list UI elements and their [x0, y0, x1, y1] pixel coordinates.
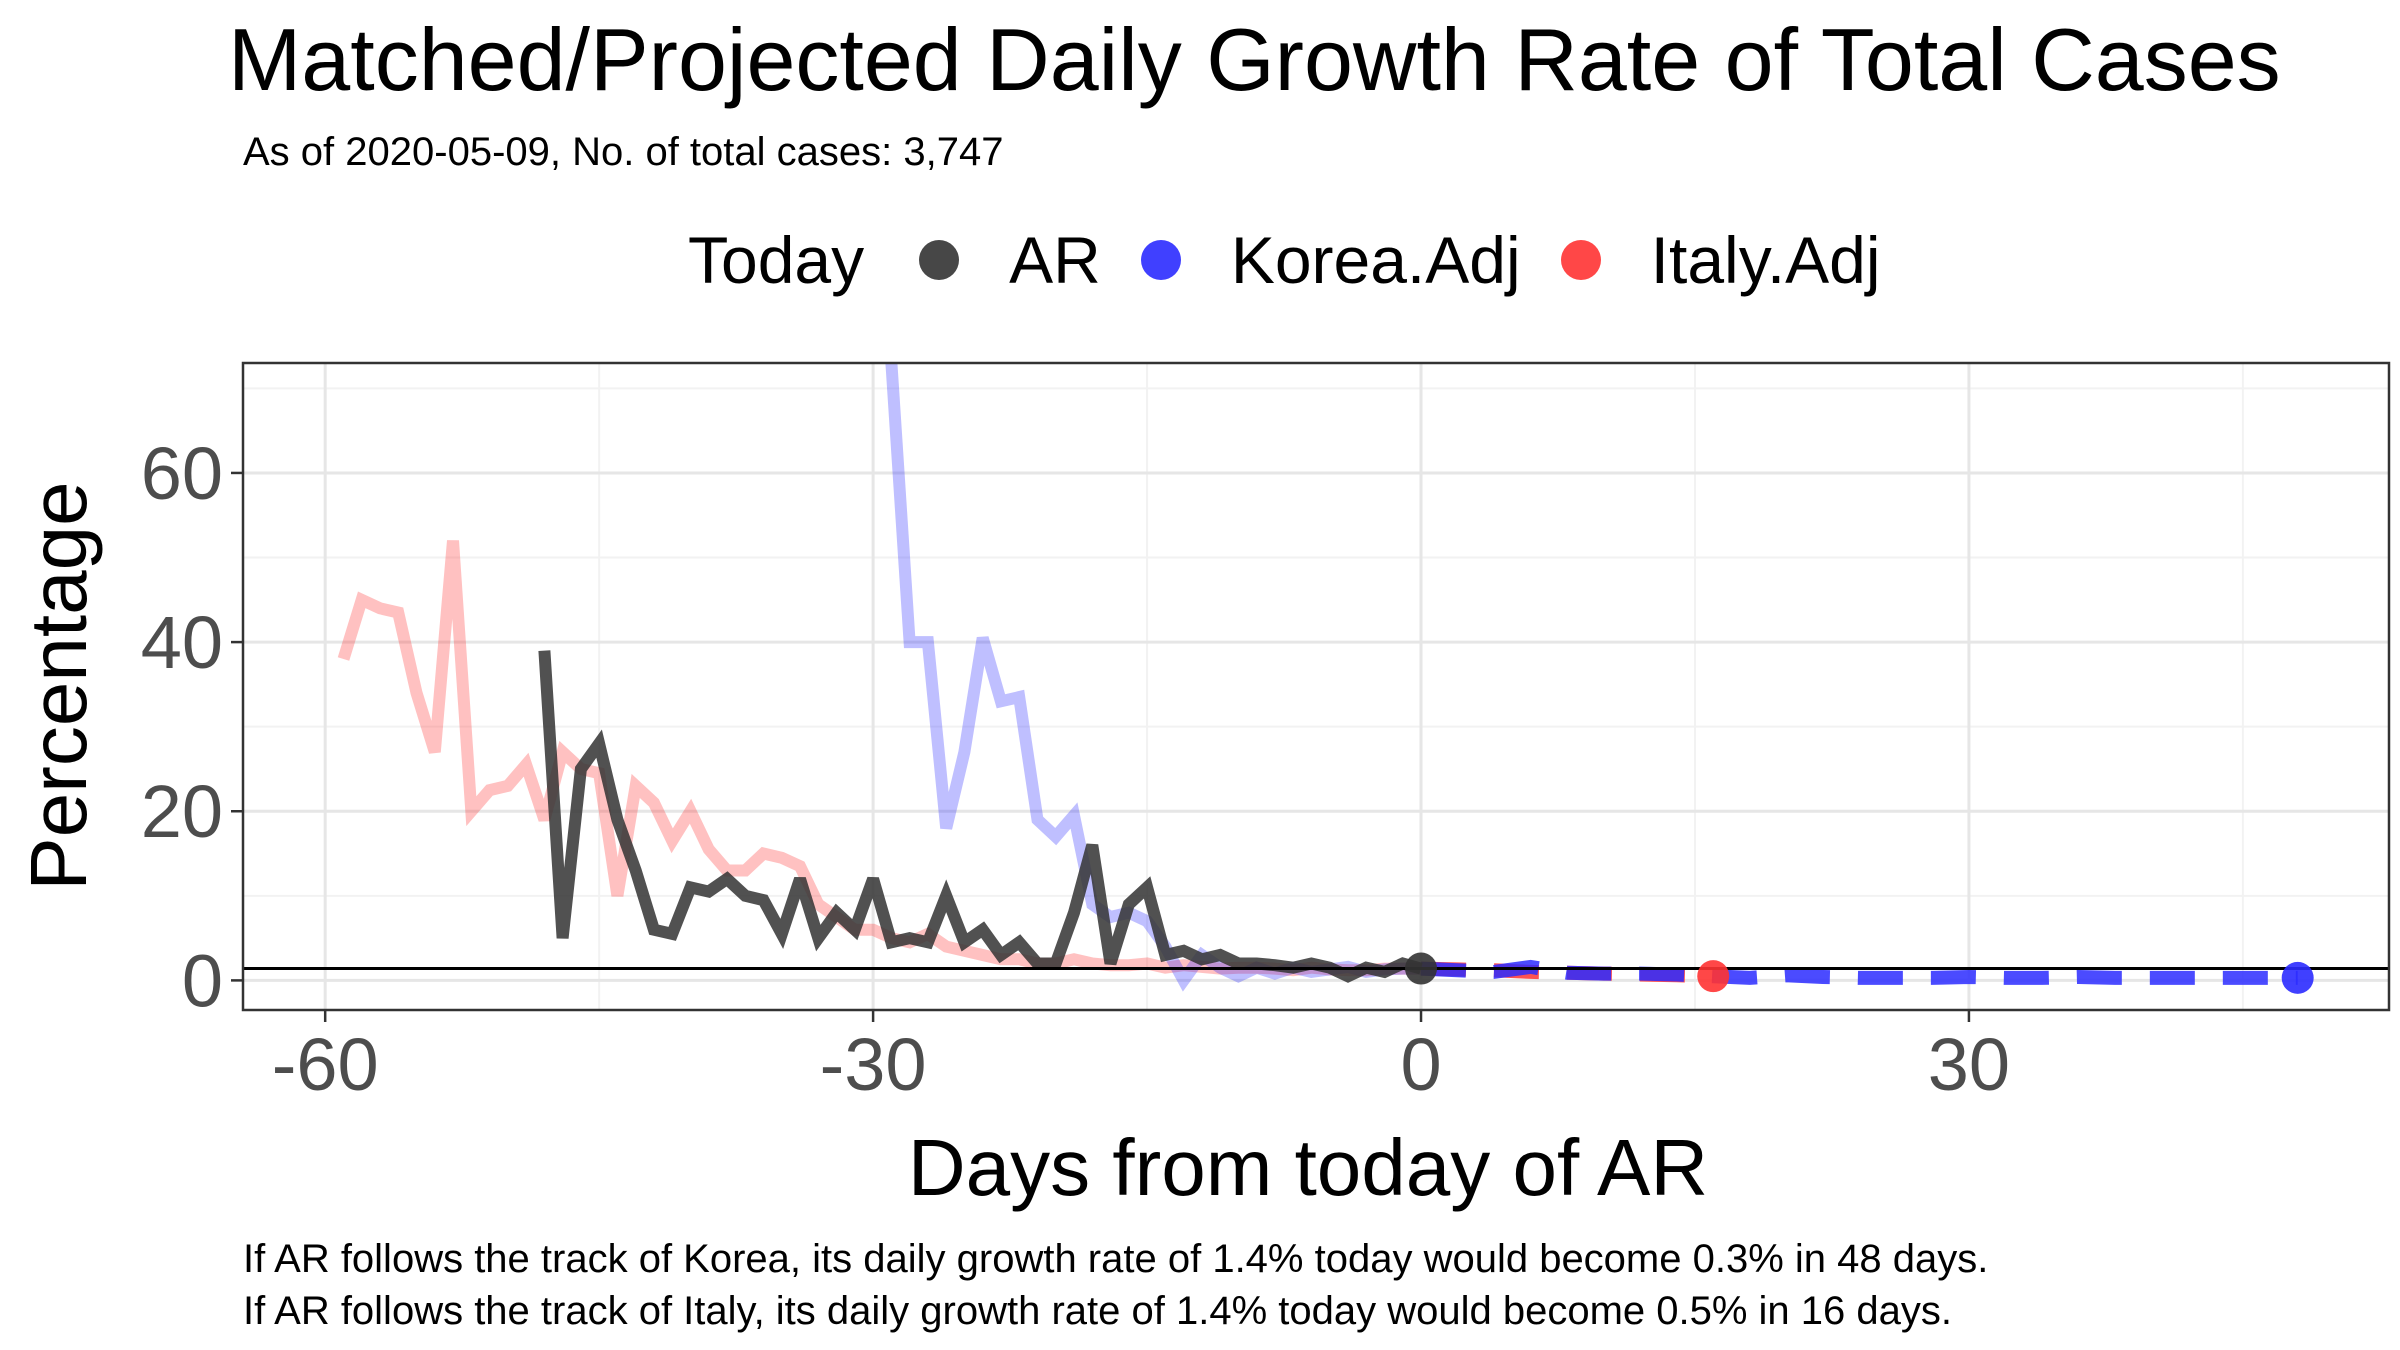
projection-line-korea-adj — [1420, 959, 2298, 985]
y-tick-label: 0 — [182, 939, 223, 1022]
caption-korea: If AR follows the track of Korea, its da… — [243, 1237, 1989, 1281]
legend-item-korea: Korea.Adj — [1140, 222, 1521, 298]
today-point-korea-adj — [2281, 961, 2314, 994]
y-tick-label: 20 — [141, 770, 223, 853]
y-tick-label: 60 — [141, 432, 223, 515]
legend-label-ar: AR — [1009, 223, 1101, 297]
x-tick-label: -60 — [272, 1023, 379, 1106]
plot-border — [241, 361, 2391, 1012]
legend-label-korea: Korea.Adj — [1230, 223, 1521, 297]
chart-subtitle: As of 2020-05-09, No. of total cases: 3,… — [243, 130, 1004, 174]
caption-italy: If AR follows the track of Italy, its da… — [243, 1289, 1953, 1333]
today-points — [1405, 952, 2314, 994]
today-point-ar — [1405, 952, 1438, 985]
axis-ticks: -60 -30 0 30 0 20 40 60 — [141, 432, 2010, 1106]
x-axis-label: Days from today of AR — [908, 1123, 1708, 1212]
x-tick-label: 30 — [1928, 1023, 2010, 1106]
y-axis-label: Percentage — [14, 481, 103, 890]
series-line-korea-adj — [885, 362, 1421, 992]
series-lines — [243, 362, 2389, 992]
y-tick-label: 40 — [141, 601, 223, 684]
chart-title: Matched/Projected Daily Growth Rate of T… — [228, 10, 2281, 109]
legend-item-italy: Italy.Adj — [1560, 222, 1881, 298]
legend-dot-korea-icon — [1140, 240, 1181, 280]
x-tick-label: -30 — [820, 1023, 927, 1106]
legend-item-ar: AR — [919, 222, 1101, 298]
x-tick-label: 0 — [1400, 1023, 1441, 1106]
legend-title: Today — [688, 223, 865, 297]
legend-label-italy: Italy.Adj — [1650, 223, 1881, 297]
today-point-italy-adj — [1697, 960, 1730, 993]
legend-dot-ar-icon — [919, 240, 960, 280]
series-line-ar — [538, 650, 1423, 983]
legend-dot-italy-icon — [1560, 240, 1601, 280]
legend: Today AR Korea.Adj Italy.Adj — [688, 220, 1921, 300]
